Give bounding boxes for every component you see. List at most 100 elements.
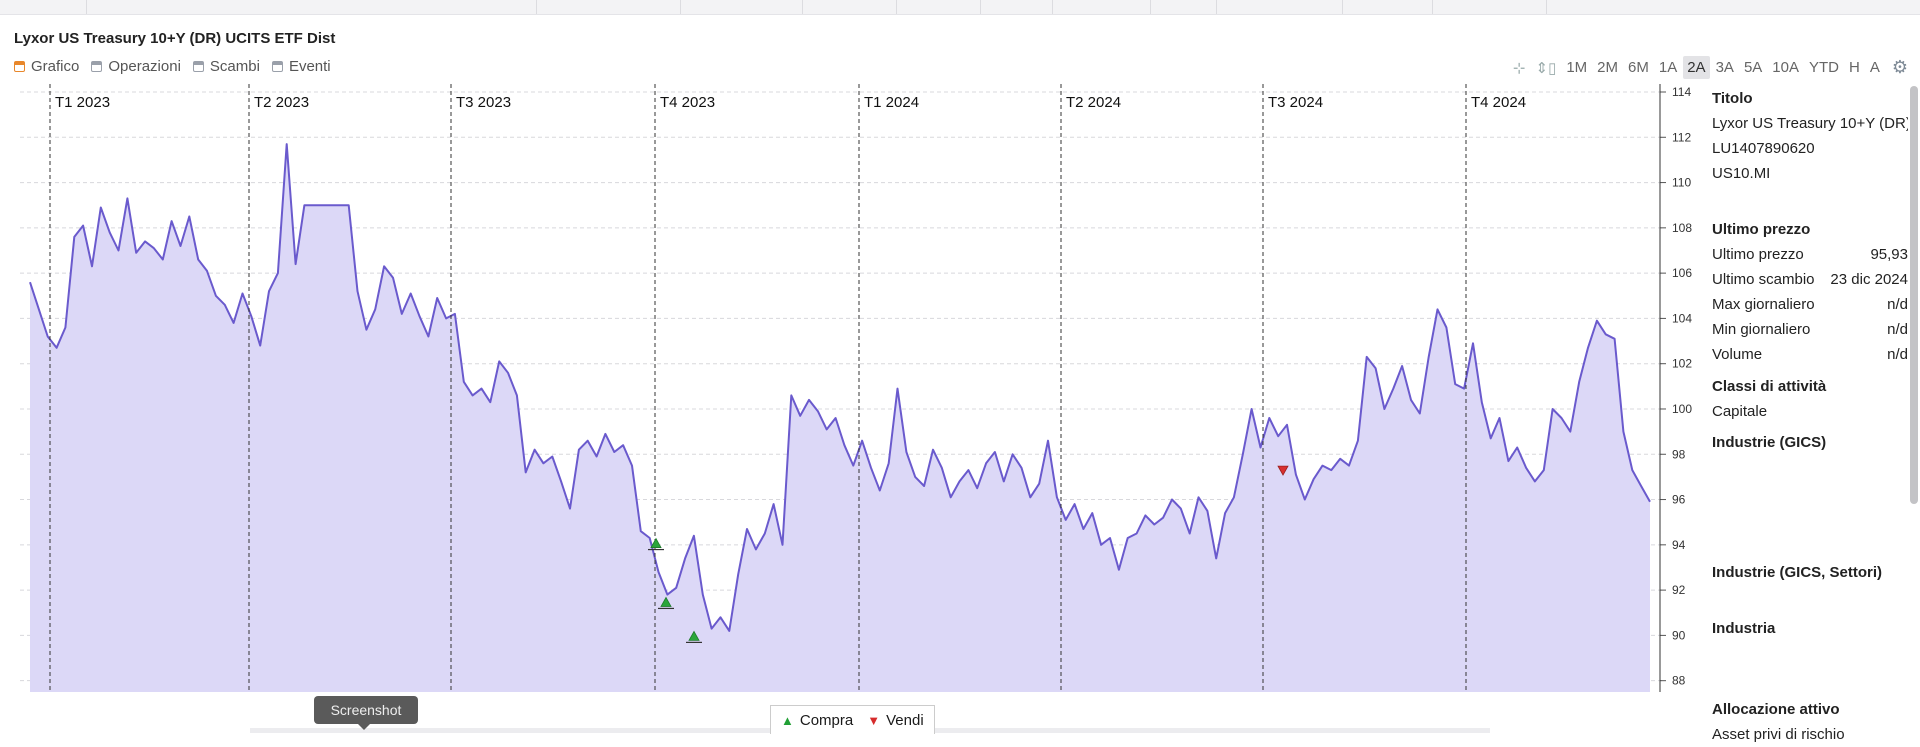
buy-marker (688, 630, 700, 641)
row-min: Min giornaliero n/d (1712, 317, 1908, 342)
tab-grafico[interactable]: Grafico (14, 58, 79, 75)
strip-divider (980, 0, 981, 14)
industria-header: Industria (1712, 620, 1776, 637)
range-a[interactable]: A (1869, 59, 1880, 76)
tab-label: Grafico (31, 58, 80, 75)
tab-label: Eventi (288, 58, 331, 75)
range-1a[interactable]: 1A (1658, 59, 1678, 76)
strip-divider (1052, 0, 1053, 14)
checkbox-icon (271, 61, 283, 72)
buy-marker (650, 537, 662, 548)
range-5a[interactable]: 5A (1743, 59, 1763, 76)
row-label: Min giornaliero (1712, 321, 1811, 338)
spacer (1712, 186, 1908, 217)
strip-divider (1150, 0, 1151, 14)
sell-marker (1277, 465, 1289, 476)
range-2m[interactable]: 2M (1597, 59, 1619, 76)
titolo-header: Titolo (1712, 90, 1753, 107)
range-h[interactable]: H (1849, 59, 1860, 76)
row-label: Max giornaliero (1712, 296, 1815, 313)
y-tick-label: 102 (1672, 357, 1692, 371)
y-tick-label: 96 (1672, 493, 1686, 507)
legend-sell-label: Vendi (886, 711, 924, 729)
crosshair-icon[interactable]: ⊹ (1512, 59, 1526, 77)
scrollbar[interactable] (1910, 86, 1918, 504)
row-label: Ultimo scambio (1712, 271, 1815, 288)
strip-divider (680, 0, 681, 14)
spacer (1712, 367, 1908, 374)
y-tick-label: 88 (1672, 674, 1686, 688)
allocazione-header: Allocazione attivo (1712, 701, 1840, 718)
row-value: n/d (1887, 321, 1908, 338)
quarter-label: T4 2023 (660, 94, 715, 111)
range-10a[interactable]: 10A (1772, 59, 1799, 76)
y-tick-label: 112 (1672, 130, 1691, 144)
row-ultimo-scambio: Ultimo scambio 23 dic 2024 (1712, 267, 1908, 292)
titolo-name: Lyxor US Treasury 10+Y (DR) UCITS ETF Di… (1712, 115, 1908, 132)
quarter-label: T4 2024 (1471, 94, 1526, 111)
strip-divider (86, 0, 87, 14)
tab-eventi[interactable]: Eventi (271, 58, 331, 75)
strip-divider (1216, 0, 1217, 14)
quarter-label: T3 2024 (1268, 94, 1323, 111)
y-tick-label: 98 (1672, 447, 1686, 461)
sell-triangle-icon: ▼ (867, 712, 881, 728)
price-line (29, 143, 1651, 632)
row-volume: Volume n/d (1712, 342, 1908, 367)
industrie-header: Industrie (GICS) (1712, 434, 1827, 451)
legend-sell: ▼ Vendi (867, 712, 923, 729)
vertical-scale-icon[interactable]: ⇕▯ (1535, 59, 1557, 77)
screenshot-tooltip: Screenshot (314, 696, 418, 730)
strip-divider (1342, 0, 1343, 14)
range-6m[interactable]: 6M (1628, 59, 1649, 76)
price-chart[interactable]: 88 90 92 94 96 98 100 102 104 106 108 110 112 114 T1 2… (0, 84, 1700, 694)
y-tick-label: 108 (1672, 221, 1692, 235)
row-value: 23 dic 2024 (1830, 271, 1908, 288)
quarter-label: T2 2023 (254, 94, 309, 111)
spacer (1712, 641, 1908, 697)
info-panel: Titolo Lyxor US Treasury 10+Y (DR) UCITS… (1712, 86, 1908, 747)
range-ytd[interactable]: YTD (1809, 59, 1839, 76)
y-tick-label: 100 (1672, 402, 1692, 416)
row-label: Volume (1712, 346, 1763, 363)
strip-divider (896, 0, 897, 14)
range-1m[interactable]: 1M (1566, 59, 1588, 76)
tab-operazioni[interactable]: Operazioni (91, 58, 181, 75)
strip-divider (1546, 0, 1547, 14)
tab-label: Scambi (209, 58, 260, 75)
quarter-label: T2 2024 (1066, 94, 1121, 111)
y-tick-label: 106 (1672, 266, 1692, 280)
strip-divider (536, 0, 537, 14)
spacer (1712, 585, 1908, 616)
row-label: Ultimo prezzo (1712, 246, 1804, 263)
strip-divider (802, 0, 803, 14)
checkbox-icon (14, 61, 25, 72)
row-value: n/d (1887, 296, 1908, 313)
classi-value: Capitale (1712, 403, 1768, 420)
view-tabs: Grafico Operazioni Scambi Eventi (14, 58, 331, 75)
titolo-isin: LU1407890620 (1712, 140, 1815, 157)
range-toolbar: ⊹ ⇕▯ 1M 2M 6M 1A 2A 3A 5A 10A YTD H A ⚙ (1509, 56, 1908, 79)
allocazione-first: Asset privi di rischio (1712, 726, 1845, 743)
checkbox-icon (91, 61, 103, 72)
spacer (1712, 455, 1908, 560)
buy-marker (660, 596, 672, 607)
gear-icon[interactable]: ⚙ (1891, 57, 1908, 77)
trade-legend: ▲ Compra ▼ Vendi (770, 705, 935, 734)
y-tick-label: 114 (1672, 85, 1691, 99)
legend-buy-label: Compra (799, 711, 854, 729)
industrie-settori-header: Industrie (GICS, Settori) (1712, 564, 1883, 581)
range-3a[interactable]: 3A (1715, 59, 1734, 76)
classi-header: Classi di attività (1712, 378, 1827, 395)
instrument-title: Lyxor US Treasury 10+Y (DR) UCITS ETF Di… (14, 30, 336, 47)
y-tick-label: 94 (1672, 538, 1686, 552)
range-2a[interactable]: 2A (1683, 56, 1710, 79)
quarter-label: T1 2024 (864, 94, 919, 111)
y-tick-label: 110 (1672, 176, 1691, 190)
legend-buy: ▲ Compra (781, 712, 853, 729)
row-value: 95,93 (1870, 246, 1908, 263)
quarter-label: T1 2023 (55, 94, 110, 111)
tab-label: Operazioni (108, 58, 181, 75)
tab-scambi[interactable]: Scambi (192, 58, 260, 75)
y-tick-label: 92 (1672, 583, 1686, 597)
